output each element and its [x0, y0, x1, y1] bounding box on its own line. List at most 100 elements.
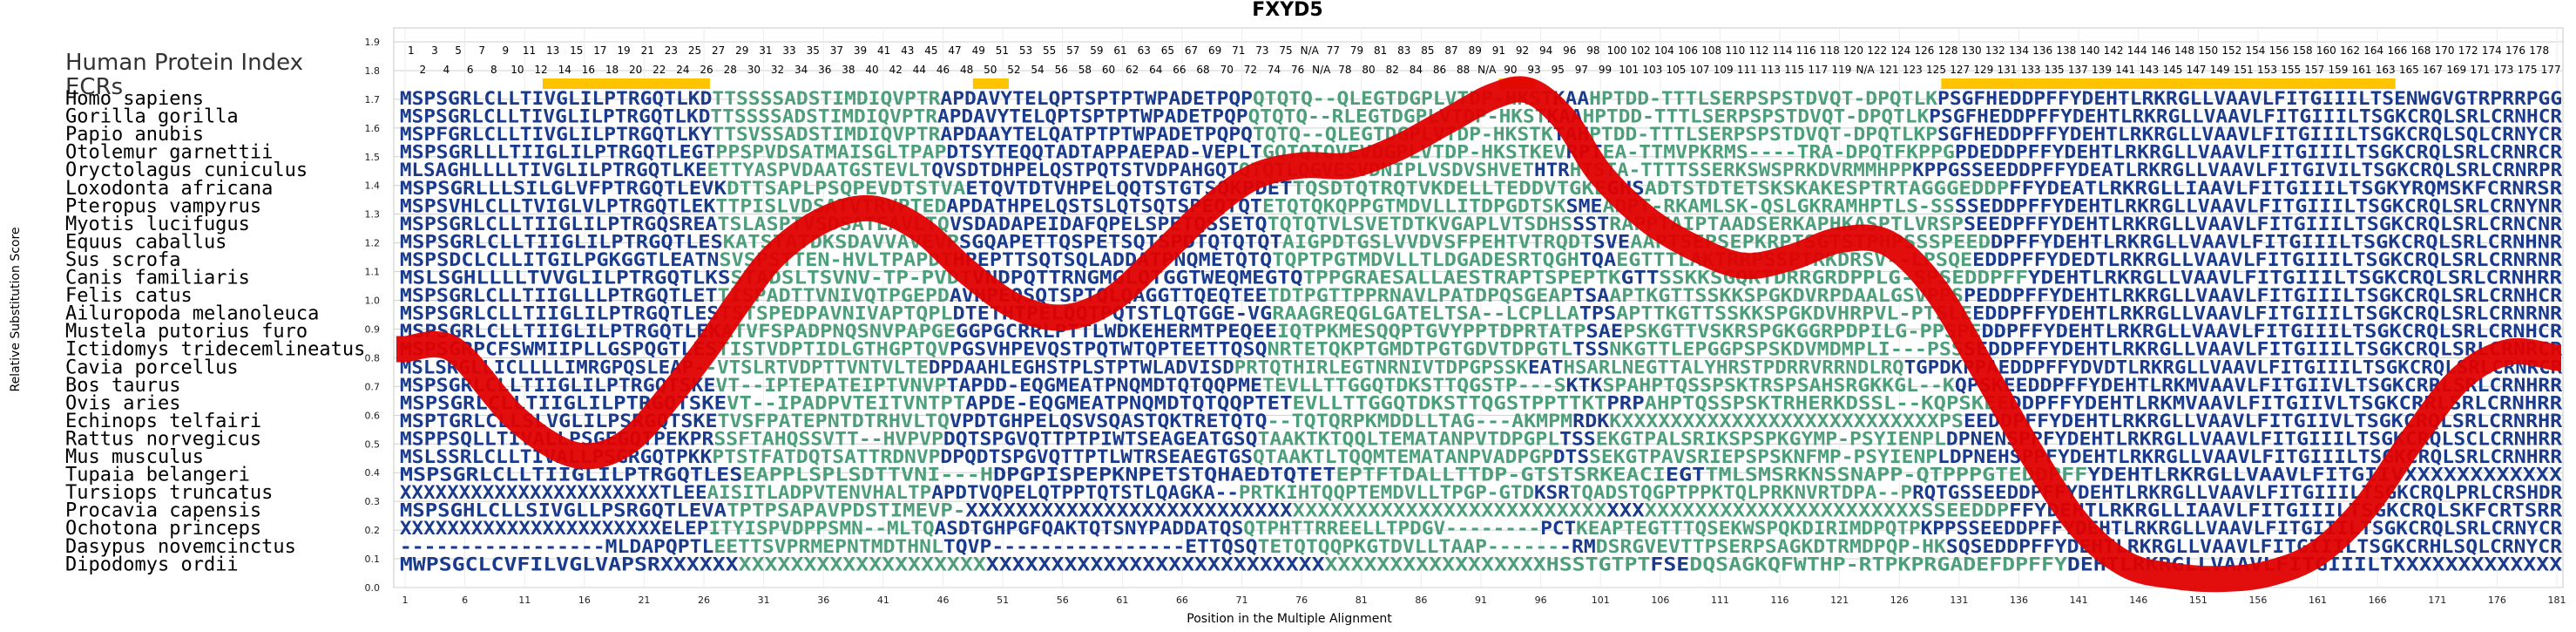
human-index-label: 43: [901, 44, 914, 57]
sequence-segment: PSGFHEDDPFFYDEHTLRKRGLLVAAVLFITGIIILTSGK…: [1929, 106, 2562, 127]
sequence-segment: SSEDDPFFYDEHTLRKRGLLVAAVLFITGIIILTSGKCRQ…: [1955, 195, 2563, 216]
human-index-label: 110: [1725, 44, 1745, 57]
human-index-label: 130: [1962, 44, 1982, 57]
sequence-segment: APTTKGTTSSKKSPGKDVHRPVL-PTSLE: [1616, 303, 1972, 324]
sequence-segment: VPDTGHPELQSVSQASTQKTRETQTQ: [950, 411, 1268, 432]
sequence-segment: KPPSSEEDDPFFYDEHTLRKRGLLVAAVLFITGIIILTSG…: [1921, 518, 2563, 539]
y-tick-label: 1.2: [365, 238, 381, 249]
human-index-label: 171: [2470, 64, 2490, 76]
sequence-segment: SGFHEDDPFFYDEHTLRKRGLLVAAVLFITGIIILTSGKC…: [1937, 124, 2562, 145]
human-index-label: 122: [1867, 44, 1887, 57]
human-index-label: N/A: [1312, 64, 1331, 76]
sequence-segment: XXXXXXXXXXXXXXXXXXXXXXTLEE: [400, 482, 707, 503]
human-index-label: 153: [2257, 64, 2277, 76]
sequence-segment: TISTVDPTIDLGTHGPTQV: [717, 339, 950, 360]
human-index-label: 51: [996, 44, 1009, 57]
human-index-label: 88: [1457, 64, 1470, 76]
human-index-label: 70: [1220, 64, 1234, 76]
sequence-segment: SEEDPFFYDEHTLRKRGLLVAAVLFITGIIILTSGKCRQL…: [1964, 214, 2563, 234]
human-index-label: 152: [2221, 44, 2241, 57]
human-index-label: 100: [1607, 44, 1627, 57]
sequence-segment: SST: [1572, 214, 1609, 234]
species-name: Tupaia belangeri: [65, 465, 250, 486]
sequence-segment: TMLSMSRKNSSNAPP-QTPPPGTEDDPFF: [1705, 465, 2087, 486]
sequence-segment: TPS: [1579, 303, 1616, 324]
sequence-segment: RAAGREQGLGATELTSA--LCPLLA: [1272, 303, 1579, 324]
sequence-segment: ITYISPVDPPSMN--MLTQ: [708, 518, 934, 539]
sequence-segment: PRP: [1606, 392, 1644, 413]
human-index-label: 74: [1268, 64, 1281, 76]
sequence-segment: TAAKTKTQQLTEMATANPVTDPGPL: [1257, 428, 1559, 449]
human-index-label: 15: [570, 44, 583, 57]
sequence-segment: FFYDEATLRKRGLLIAAVLFITGIIILTSGKYRQMSKFCR…: [2009, 178, 2562, 199]
sequence-segment: TPTPSAPAVPDSTIMEVP-: [727, 500, 965, 521]
human-index-label: 114: [1773, 44, 1793, 57]
human-index-label: 90: [1504, 64, 1517, 76]
species-name: Oryctolagus cuniculus: [65, 160, 308, 181]
sequence-segment: TQVP----------------ETTQSQ: [943, 536, 1258, 557]
y-tick-label: 1.6: [365, 123, 381, 134]
x-tick-label: 46: [937, 595, 950, 606]
sequence-segment: EDDPFFYDEDTLRKRGLLVAAVLFITGIIILTSGKCRQLS…: [1972, 249, 2562, 270]
sequence-segment: ADTSTDTETSKSKAKESPTRTAGGGEDDP: [1645, 178, 2010, 199]
sequence-segment: PEDDPFFYDEHTLRKRGLLVAAVLFITGIIILTSGKCRQL…: [1964, 285, 2563, 306]
sequence-segment: NKGTTLEPGGPSPSKDVMDMPLI---PSS: [1609, 339, 1964, 360]
sequence-segment: KTK: [1566, 375, 1603, 396]
human-index-label: 141: [2115, 64, 2135, 76]
sequence-row: MSPSGRLCLLTIVGLILPTRGQTLKD TTSSSSADSTIMDI…: [400, 106, 2563, 127]
sequence-segment: MSPSGRLLLSILGLVFPTRGQTLEVK: [400, 178, 727, 199]
x-tick-label: 106: [1651, 595, 1669, 606]
human-index-label: 14: [558, 64, 571, 76]
species-name: Homo sapiens: [65, 88, 204, 110]
human-index-label: 83: [1397, 44, 1410, 57]
y-tick-label: 0.4: [365, 467, 381, 479]
human-index-label: 59: [1090, 44, 1103, 57]
human-index-label: 85: [1421, 44, 1434, 57]
x-tick-label: 21: [638, 595, 650, 606]
human-index-label: 75: [1279, 44, 1292, 57]
human-index-label: 16: [582, 64, 595, 76]
sequence-segment: KSR: [1534, 482, 1570, 503]
human-index-label: 77: [1327, 44, 1340, 57]
human-index-label: 127: [1950, 64, 1970, 76]
sequence-segment: EKGTPALSRIKSPSPKGYMP-PSYIENPL: [1596, 428, 1946, 449]
sequence-segment: MSPFGRLCLLTIVGLILPTRGQTLKY: [400, 124, 713, 145]
human-protein-index: 1 3 5 7 9 11 13 15 17 19 21 23 25 27 29 31 33 35 37 39 41 43 4…: [408, 44, 2561, 76]
ecr-bar: [972, 78, 1009, 89]
sequence-segment: EA-TTMVPKRMS----TRA-DPQTFKPPG: [1602, 142, 1954, 163]
human-index-label: 68: [1196, 64, 1209, 76]
human-index-label: 56: [1055, 64, 1068, 76]
sequence-segment: KXXXXXXXXXXXXXXXXXXXXXXXXXXPS: [1609, 411, 1964, 432]
chart-title: FXYD5: [1252, 0, 1323, 21]
human-index-label: 31: [759, 44, 772, 57]
human-index-label: 155: [2281, 64, 2301, 76]
x-tick-label: 36: [817, 595, 829, 606]
sequence-segment: RDK: [1572, 411, 1609, 432]
human-index-label: 62: [1126, 64, 1139, 76]
sequence-segment: PPSPVDSATMAISGLTPAP: [715, 142, 946, 163]
sequence-row: MSPSGRLCLLTIIGLILPTRGQTLEK ATVFSPADPNQSNV…: [400, 321, 2563, 342]
human-index-label: 61: [1113, 44, 1126, 57]
sequence-segment: TEVLLTTGGQTDKSTTQGSTP---S: [1262, 375, 1566, 396]
sequence-segment: HPTDD-TTTLSERPSPSTDVQT-DPQTLK: [1589, 88, 1937, 109]
x-tick-label: 101: [1592, 595, 1610, 606]
sequence-segment: APDTVQPELQTPPTQTSTLQAGKA--: [931, 482, 1239, 503]
sequence-segment: TTSVSSADSTIMDIQVPTR: [712, 124, 940, 145]
human-index-label: N/A: [1301, 44, 1320, 57]
human-index-label: 138: [2056, 44, 2076, 57]
human-index-label: 11: [523, 44, 536, 57]
human-index-label: 92: [1516, 44, 1529, 57]
human-index-label: 102: [1631, 44, 1651, 57]
human-index-label: 1: [408, 44, 415, 57]
y-tick-label: 0.6: [365, 410, 381, 421]
human-index-label: 63: [1138, 44, 1151, 57]
human-index-label: 103: [1642, 64, 1662, 76]
human-index-label: 9: [503, 44, 510, 57]
sequence-segment: DPDAAHLEGHSTPLSTPTWLADVISD: [929, 357, 1234, 377]
x-axis-ticks: 1 6 11 16 21 26 31 36 41 46 51 56 61 66 71 76 81 86 91 96 10…: [402, 595, 2566, 606]
human-index-label: 129: [1973, 64, 1993, 76]
species-name: Pteropus vampyrus: [65, 195, 261, 217]
x-tick-label: 61: [1116, 595, 1128, 606]
human-index-label: 44: [913, 64, 926, 76]
human-index-label: 45: [924, 44, 937, 57]
